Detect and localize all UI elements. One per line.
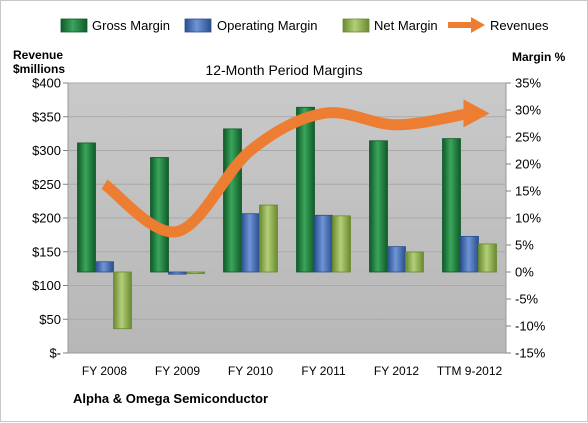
x-tick-label: FY 2011 — [301, 364, 346, 378]
legend-swatch-gross-margin — [60, 18, 88, 33]
x-tick-label: FY 2010 — [228, 364, 273, 378]
legend-swatch-net-margin — [342, 18, 370, 33]
bar-operating-margin — [460, 235, 479, 273]
legend-item-net-margin: Net Margin — [342, 18, 438, 33]
bar-operating-margin — [387, 246, 406, 273]
left-axis-title-line1: Revenue — [13, 48, 63, 62]
revenue-line-group — [101, 99, 490, 238]
bar-gross-margin — [150, 157, 169, 273]
bar-operating-margin — [241, 213, 260, 273]
legend-label-net-margin: Net Margin — [374, 18, 438, 33]
x-tick-label: FY 2009 — [155, 364, 200, 378]
left-tick-label: $50 — [39, 312, 61, 327]
bar-net-margin — [405, 251, 424, 273]
right-tick-label: 15% — [515, 184, 541, 199]
bar-net-margin — [113, 271, 132, 330]
bar-operating-margin — [314, 214, 333, 273]
bar-gross-margin — [296, 106, 315, 273]
left-tick-label: $300 — [32, 143, 61, 158]
legend-item-operating-margin: Operating Margin — [184, 18, 317, 33]
bar-gross-margin — [442, 138, 461, 273]
legend-item-gross-margin: Gross Margin — [60, 18, 170, 33]
revenue-line — [101, 107, 471, 238]
legend-arrow-icon — [471, 17, 485, 33]
x-tick-label: TTM 9-2012 — [437, 364, 503, 378]
right-tick-label: 0% — [515, 265, 534, 280]
right-tick-label: -5% — [515, 292, 539, 307]
left-tick-label: $- — [49, 346, 61, 361]
legend-swatch-operating-margin — [184, 18, 212, 33]
left-tick-label: $100 — [32, 278, 61, 293]
legend-item-revenues: Revenues — [448, 17, 549, 33]
left-axis-title-line2: $millions — [13, 62, 65, 76]
left-axis-ticks: $- $50 $100 $150 $200 $250 $300 $350 $400 — [32, 76, 68, 361]
left-tick-label: $350 — [32, 109, 61, 124]
bars — [77, 106, 497, 330]
right-tick-label: 5% — [515, 238, 534, 253]
bar-gross-margin — [369, 140, 388, 273]
right-axis-ticks: -15% -10% -5% 0% 5% 10% 15% 20% 25% 30% 35% — [506, 76, 546, 361]
left-tick-label: $200 — [32, 211, 61, 226]
bar-net-margin — [186, 271, 205, 275]
right-tick-label: 20% — [515, 157, 541, 172]
bar-net-margin — [332, 215, 351, 273]
right-tick-label: -10% — [515, 319, 546, 334]
bar-net-margin — [259, 204, 278, 273]
bar-operating-margin — [95, 261, 114, 273]
revenue-arrowhead — [463, 99, 490, 128]
right-tick-label: 10% — [515, 211, 541, 226]
legend: Gross Margin Operating Margin Net Margin… — [60, 17, 549, 33]
bar-gross-margin — [223, 128, 242, 273]
right-tick-label: 25% — [515, 130, 541, 145]
company-name: Alpha & Omega Semiconductor — [73, 391, 268, 406]
bar-net-margin — [478, 243, 497, 273]
legend-label-revenues: Revenues — [490, 18, 549, 33]
x-tick-label: FY 2012 — [374, 364, 419, 378]
bar-operating-margin — [168, 271, 187, 275]
bar-gross-margin — [77, 142, 96, 273]
left-tick-label: $400 — [32, 76, 61, 91]
x-axis-ticks: FY 2008 FY 2009 FY 2010 FY 2011 FY 2012 TTM 9… — [82, 364, 503, 378]
left-tick-label: $150 — [32, 244, 61, 259]
legend-label-gross-margin: Gross Margin — [92, 18, 170, 33]
x-tick-label: FY 2008 — [82, 364, 127, 378]
right-tick-label: 30% — [515, 103, 541, 118]
left-tick-label: $250 — [32, 177, 61, 192]
right-tick-label: -15% — [515, 346, 546, 361]
legend-label-operating-margin: Operating Margin — [217, 18, 317, 33]
chart-title: 12-Month Period Margins — [205, 62, 362, 78]
right-tick-label: 35% — [515, 76, 541, 91]
right-axis-title: Margin % — [512, 50, 566, 64]
